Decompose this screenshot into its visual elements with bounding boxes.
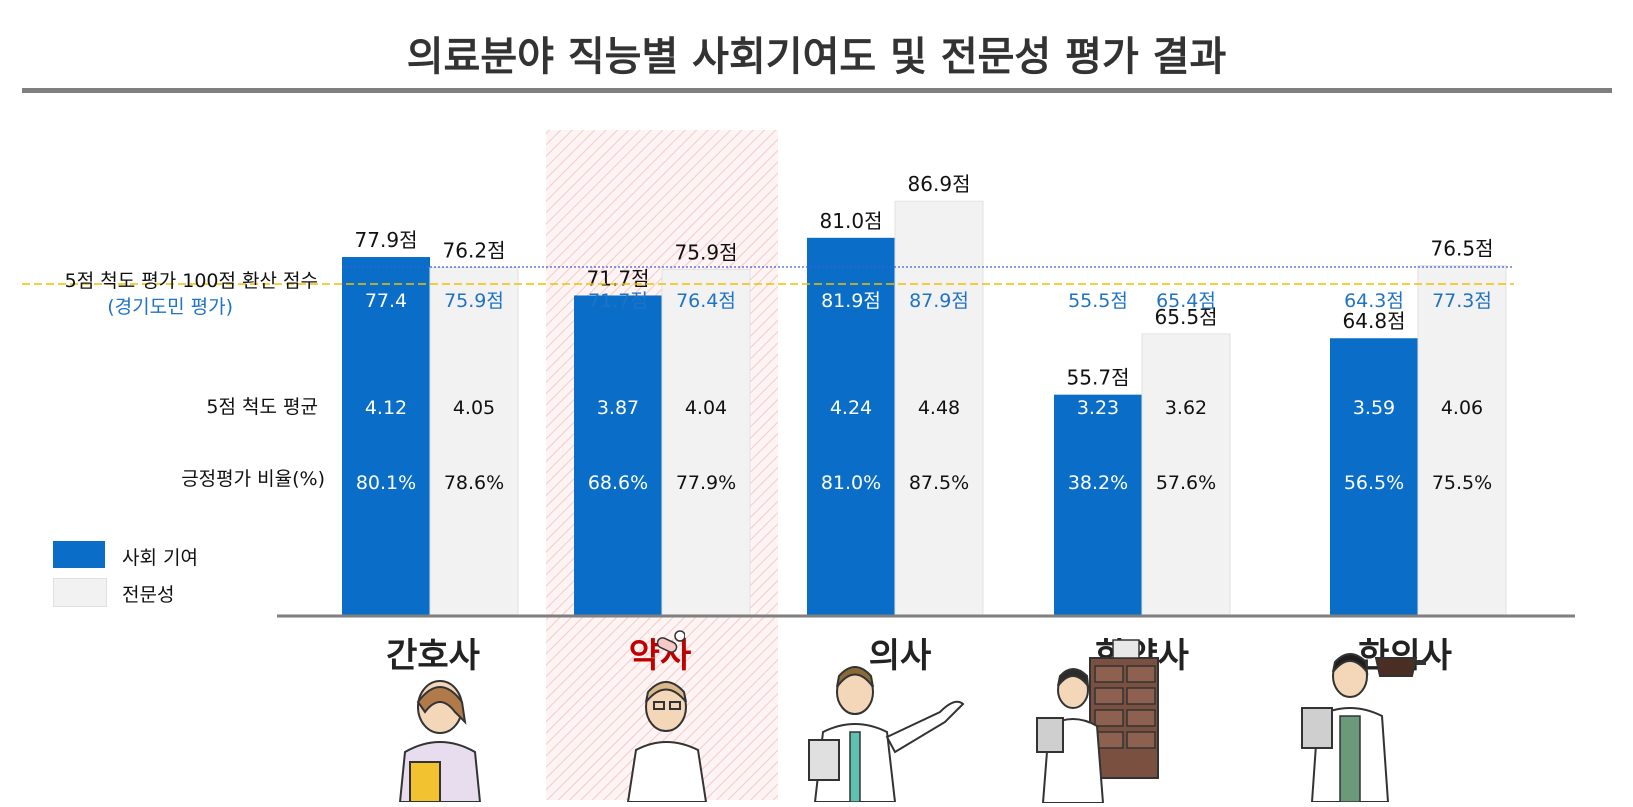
positive-social-2: 81.0% <box>821 472 881 494</box>
mean-social-2: 4.24 <box>830 397 872 419</box>
positive-social-1: 68.6% <box>588 472 648 494</box>
bar-label-expertise-4: 76.5점 <box>1431 237 1494 261</box>
bar-social-4 <box>1330 338 1418 616</box>
row-label-converted: 5점 척도 평가 100점 환산 점수 <box>64 270 318 292</box>
positive-social-3: 38.2% <box>1068 472 1128 494</box>
bar-social-1 <box>574 295 662 616</box>
legend-label-social: 사회 기여 <box>122 547 198 569</box>
positive-expertise-1: 77.9% <box>676 472 736 494</box>
bar-social-0 <box>342 257 430 616</box>
legend-label-expertise: 전문성 <box>122 584 175 606</box>
category-label-doctor: 의사 <box>868 636 932 676</box>
chart-title: 의료분야 직능별 사회기여도 및 전문성 평가 결과 <box>406 34 1227 80</box>
converted-social-1: 71.7점 <box>588 290 648 312</box>
positive-expertise-0: 78.6% <box>444 472 504 494</box>
pill-icon <box>656 630 685 653</box>
converted-social-4: 64.3점 <box>1344 290 1404 312</box>
converted-expertise-1: 76.4점 <box>676 290 736 312</box>
bar-label-expertise-1: 75.9점 <box>675 240 738 264</box>
positive-expertise-2: 87.5% <box>909 472 969 494</box>
row-label-mean: 5점 척도 평균 <box>206 396 318 418</box>
bar-label-social-3: 55.7점 <box>1067 366 1130 390</box>
bar-label-expertise-2: 86.9점 <box>908 172 971 196</box>
mean-social-1: 3.87 <box>597 397 639 419</box>
converted-expertise-3: 65.4점 <box>1156 290 1216 312</box>
title-divider <box>22 88 1612 93</box>
nurse-illustration <box>398 680 482 802</box>
bar-expertise-0 <box>429 267 519 617</box>
herbal-pharmacist-illustration <box>1036 639 1159 803</box>
bar-label-social-1: 71.7점 <box>587 266 650 290</box>
converted-social-3: 55.5점 <box>1068 290 1128 312</box>
converted-social-2: 81.9점 <box>821 290 881 312</box>
category-label-nurse: 간호사 <box>386 636 480 676</box>
oriental-doctor-illustration <box>1301 653 1426 802</box>
mean-social-3: 3.23 <box>1077 397 1119 419</box>
mean-social-4: 3.59 <box>1353 397 1395 419</box>
positive-expertise-3: 57.6% <box>1156 472 1216 494</box>
mean-expertise-0: 4.05 <box>453 397 495 419</box>
mean-social-0: 4.12 <box>365 397 407 419</box>
doctor-illustration <box>808 666 965 802</box>
bar-expertise-1 <box>661 268 751 617</box>
bar-label-expertise-3: 65.5점 <box>1155 305 1218 329</box>
positive-expertise-4: 75.5% <box>1432 472 1492 494</box>
bar-label-social-2: 81.0점 <box>820 209 883 233</box>
legend-swatch-social <box>53 541 105 568</box>
row-label-positive: 긍정평가 비율(%) <box>181 468 325 490</box>
mean-expertise-1: 4.04 <box>685 397 727 419</box>
converted-expertise-2: 87.9점 <box>909 290 969 312</box>
mean-expertise-4: 4.06 <box>1441 397 1483 419</box>
row-label-converted-sub: (경기도민 평가) <box>107 296 233 318</box>
pharmacist-illustration <box>626 681 708 802</box>
converted-social-0: 77.4 <box>365 290 407 312</box>
positive-social-0: 80.1% <box>356 472 416 494</box>
bar-social-3 <box>1054 394 1142 616</box>
bar-label-social-0: 77.9점 <box>355 228 418 252</box>
converted-expertise-0: 75.9점 <box>444 290 504 312</box>
bar-label-expertise-0: 76.2점 <box>443 239 506 263</box>
converted-expertise-4: 77.3점 <box>1432 290 1492 312</box>
positive-social-4: 56.5% <box>1344 472 1404 494</box>
mean-expertise-3: 3.62 <box>1165 397 1207 419</box>
legend-swatch-expertise <box>53 578 107 607</box>
bar-social-2 <box>807 237 895 617</box>
bar-expertise-4 <box>1417 265 1507 617</box>
bar-label-social-4: 64.8점 <box>1343 309 1406 333</box>
mean-expertise-2: 4.48 <box>918 397 960 419</box>
